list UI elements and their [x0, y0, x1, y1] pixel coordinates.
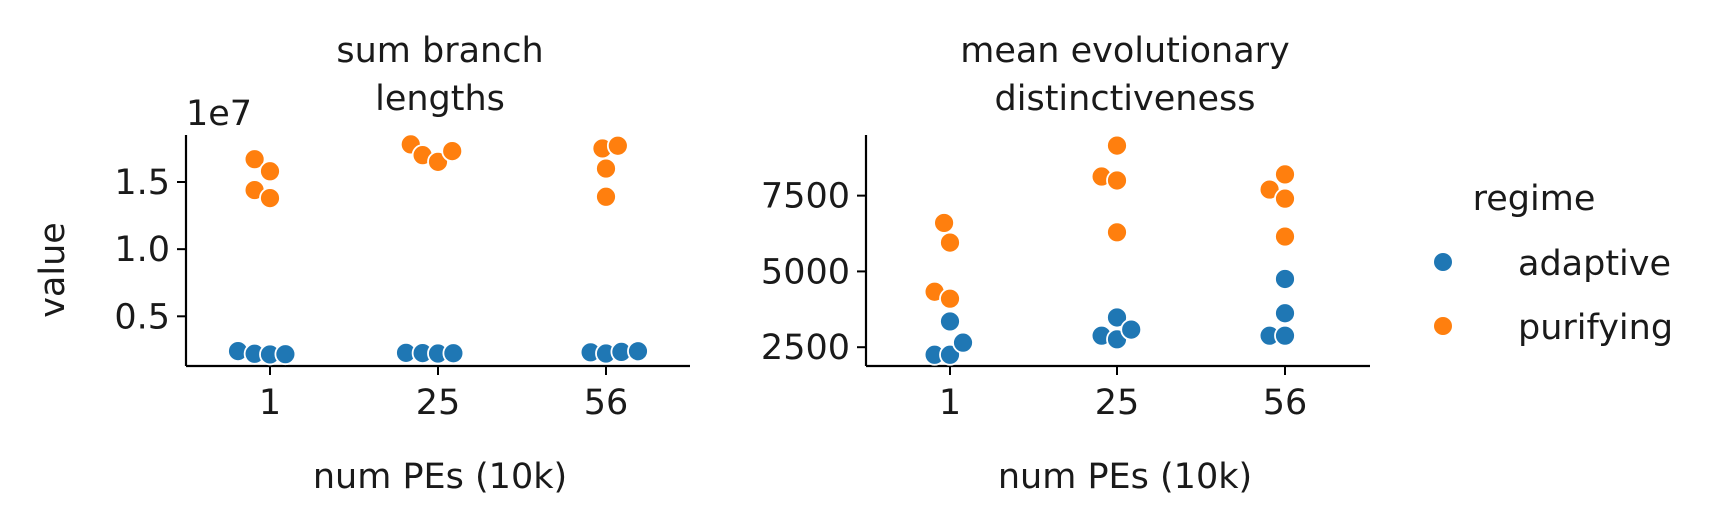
- panel-mean-evolutionary-distinctiveness: mean evolutionary distinctiveness num PE…: [761, 31, 1370, 497]
- point-purifying: [441, 140, 464, 163]
- x-tick-label: 25: [416, 383, 461, 423]
- point-purifying: [1106, 221, 1128, 244]
- panel-title-line-1: mean evolutionary: [960, 31, 1290, 71]
- point-purifying: [243, 148, 266, 171]
- point-purifying: [939, 287, 961, 310]
- point-purifying: [933, 212, 955, 234]
- legend-label-adaptive: adaptive: [1518, 244, 1671, 284]
- legend-marker-adaptive: [1432, 251, 1454, 273]
- offset-label: 1e7: [186, 94, 252, 134]
- y-tick-label: 1.5: [114, 163, 170, 203]
- point-adaptive: [1274, 268, 1296, 290]
- point-purifying: [259, 160, 281, 183]
- y-tick-label: 7500: [761, 177, 850, 217]
- point-purifying: [1106, 169, 1128, 192]
- panel-title-line-2: distinctiveness: [995, 79, 1256, 119]
- panel-title-line-1: sum branch: [336, 31, 543, 71]
- point-purifying: [1106, 134, 1128, 157]
- point-purifying: [1274, 187, 1296, 210]
- point-adaptive: [274, 343, 297, 366]
- x-tick-label: 56: [584, 383, 629, 423]
- point-adaptive: [939, 310, 961, 333]
- x-tick-label: 1: [259, 383, 281, 423]
- panel-title-line-2: lengths: [375, 79, 505, 119]
- x-tick-label: 25: [1095, 383, 1140, 423]
- point-adaptive: [952, 331, 974, 354]
- point-adaptive: [627, 340, 649, 363]
- x-axis-label: num PEs (10k): [998, 457, 1252, 497]
- point-adaptive: [442, 342, 465, 365]
- point-adaptive: [1120, 318, 1143, 341]
- point-adaptive: [1106, 306, 1128, 329]
- point-purifying: [1274, 163, 1296, 186]
- legend: regime adaptive purifying: [1432, 179, 1673, 348]
- x-tick-label: 1: [939, 383, 961, 423]
- legend-title: regime: [1473, 179, 1596, 219]
- x-tick-label: 56: [1263, 383, 1308, 423]
- point-purifying: [606, 134, 629, 157]
- y-axis-label: value: [33, 222, 73, 318]
- point-purifying: [939, 231, 961, 254]
- y-tick-label: 5000: [761, 252, 850, 292]
- panel-sum-branch-lengths: sum branch lengths 1e7 value num PEs (10…: [33, 31, 690, 497]
- y-tick-label: 0.5: [114, 297, 170, 337]
- point-purifying: [259, 187, 281, 210]
- legend-label-purifying: purifying: [1518, 308, 1673, 348]
- point-purifying: [595, 157, 617, 180]
- point-purifying: [595, 185, 617, 208]
- x-axis-label: num PEs (10k): [313, 457, 567, 497]
- point-adaptive: [1274, 302, 1296, 325]
- point-adaptive: [1274, 324, 1296, 347]
- y-tick-label: 1.0: [114, 230, 170, 270]
- y-tick-label: 2500: [761, 328, 850, 368]
- legend-marker-purifying: [1432, 315, 1454, 337]
- point-purifying: [1274, 225, 1296, 248]
